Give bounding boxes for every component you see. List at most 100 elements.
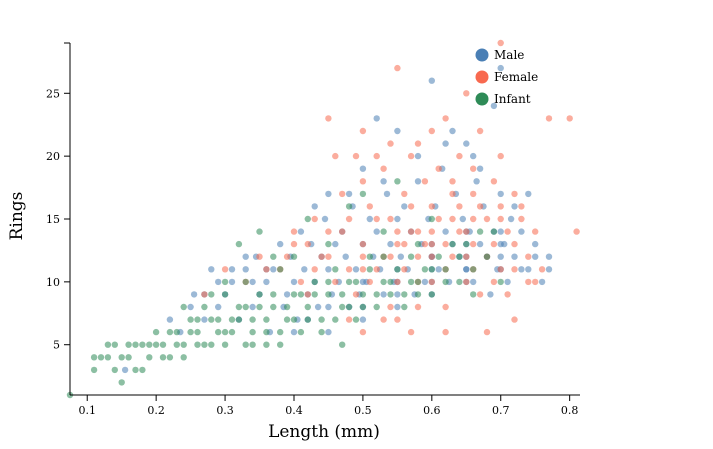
data-point-infant (339, 341, 346, 348)
data-point-infant (304, 215, 311, 223)
data-point-infant (325, 240, 332, 248)
data-point-female (470, 165, 477, 172)
data-point-female (456, 203, 463, 210)
data-point-male (397, 253, 404, 260)
data-point-male (325, 303, 332, 311)
data-point-female (490, 178, 498, 185)
data-point-female (394, 240, 401, 248)
data-point-female (428, 278, 435, 286)
data-point-female (428, 253, 435, 260)
data-points-layer (66, 39, 580, 399)
data-point-female (476, 127, 484, 135)
data-point-infant (304, 316, 311, 323)
data-point-infant (332, 316, 339, 323)
data-point-infant (339, 291, 346, 298)
data-point-female (442, 328, 449, 336)
data-point-infant (194, 341, 201, 348)
data-point-infant (263, 316, 270, 323)
x-tick-label: 0.3 (216, 404, 234, 417)
data-point-infant (421, 266, 429, 273)
data-point-infant (394, 178, 401, 185)
data-point-male (511, 203, 518, 210)
data-point-infant (380, 253, 387, 260)
data-point-female (463, 253, 470, 260)
data-point-male (373, 228, 380, 235)
y-tick-label: 25 (46, 87, 60, 100)
data-point-female (401, 190, 408, 198)
x-tick-label: 0.7 (492, 404, 510, 417)
data-point-female (373, 266, 380, 273)
data-point-infant (221, 278, 229, 286)
data-point-infant (414, 278, 422, 286)
data-point-male (538, 278, 546, 286)
data-point-female (483, 215, 491, 223)
data-point-infant (283, 316, 291, 323)
data-point-female (283, 253, 291, 260)
data-point-female (449, 190, 456, 198)
data-point-female (504, 291, 511, 298)
data-point-infant (414, 291, 422, 298)
data-point-infant (311, 278, 318, 286)
data-point-infant (208, 341, 215, 348)
data-point-female (394, 64, 401, 72)
data-point-infant (256, 228, 263, 235)
data-point-infant (90, 354, 98, 361)
data-point-female (442, 240, 449, 248)
data-point-infant (139, 341, 146, 348)
data-point-female (476, 203, 484, 210)
data-point-male (532, 253, 539, 260)
data-point-infant (263, 328, 270, 336)
data-point-female (490, 240, 498, 248)
data-point-infant (304, 303, 311, 311)
data-point-male (470, 152, 477, 160)
data-point-infant (401, 291, 408, 298)
legend-label: Female (494, 70, 538, 84)
data-point-infant (387, 278, 394, 286)
data-point-male (314, 303, 322, 311)
data-point-infant (449, 240, 456, 248)
data-point-female (311, 215, 318, 223)
data-point-female (532, 278, 539, 286)
data-point-male (325, 266, 332, 273)
data-point-female (345, 215, 353, 223)
data-point-male (228, 266, 236, 273)
data-point-infant (90, 366, 98, 374)
data-point-infant (152, 328, 160, 336)
data-point-female (380, 316, 387, 323)
data-point-infant (332, 266, 339, 273)
data-point-male (263, 278, 270, 286)
data-point-infant (270, 303, 277, 311)
data-point-infant (104, 341, 112, 348)
data-point-infant (483, 253, 491, 260)
data-point-female (573, 228, 580, 235)
data-point-infant (139, 366, 146, 374)
data-point-male (249, 303, 256, 311)
data-point-infant (249, 341, 256, 348)
data-point-infant (256, 303, 263, 311)
data-point-female (325, 228, 332, 235)
y-axis: 5 10 15 20 25 (46, 42, 71, 395)
data-point-male (242, 266, 249, 273)
data-point-infant (380, 278, 387, 286)
data-point-infant (132, 366, 139, 374)
data-point-male (490, 102, 498, 110)
data-point-male (290, 278, 298, 286)
data-point-female (497, 203, 504, 210)
data-point-infant (428, 215, 435, 223)
data-point-male (359, 316, 367, 323)
data-point-infant (180, 303, 187, 311)
data-point-male (476, 165, 484, 172)
data-point-female (401, 240, 408, 248)
data-point-female (359, 127, 367, 135)
data-point-female (428, 203, 435, 210)
data-point-infant (132, 341, 139, 348)
y-tick-label: 5 (53, 339, 60, 352)
data-point-infant (256, 291, 263, 298)
data-point-male (394, 127, 401, 135)
x-axis-title: Length (mm) (268, 422, 380, 442)
data-point-infant (146, 341, 153, 348)
data-point-infant (345, 278, 353, 286)
data-point-female (421, 240, 429, 248)
data-point-male (166, 316, 174, 323)
data-point-infant (146, 354, 153, 361)
